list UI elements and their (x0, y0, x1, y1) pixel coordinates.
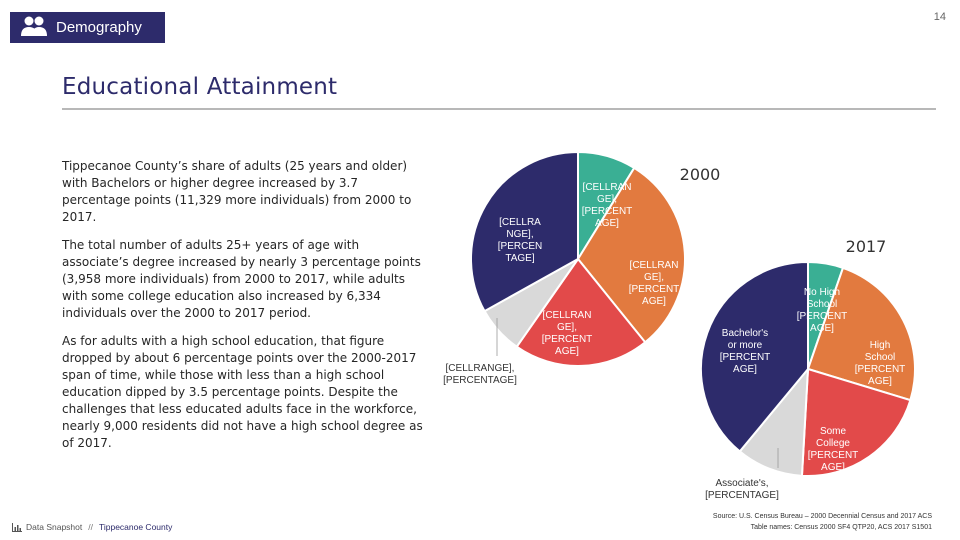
page-title: Educational Attainment (62, 74, 338, 100)
source-note: Source: U.S. Census Bureau – 2000 Decenn… (632, 511, 932, 533)
people-icon (21, 16, 47, 36)
paragraph: The total number of adults 25+ years of … (62, 238, 421, 320)
pie-slice (700, 260, 809, 453)
chart-title: 2000 (680, 165, 721, 184)
paragraph: Tippecanoe County’s share of adults (25 … (62, 159, 412, 224)
source-line: Source: U.S. Census Bureau – 2000 Decenn… (712, 513, 932, 520)
pie-data-label: [CELLRANGE],[PERCENTAGE] (443, 363, 517, 386)
pie-slice (515, 257, 647, 367)
bar-chart-icon (12, 522, 22, 532)
section-badge: Demography (10, 12, 165, 43)
pie-data-label: Associate's, [PERCENTAGE] (705, 478, 779, 501)
page-number: 14 (933, 11, 946, 23)
pie-data-label: No High School [PERCENT AGE] (797, 287, 848, 334)
pie-slice (800, 367, 912, 477)
footer-separator: // (88, 522, 93, 532)
footer-county: Tippecanoe County (98, 522, 173, 532)
footer-brand: Data Snapshot // Tippecanoe County (12, 522, 172, 532)
source-line: Table names: Census 2000 SF4 QTP20, ACS … (750, 524, 932, 531)
section-label: Demography (56, 19, 142, 36)
pie-slice (576, 166, 686, 344)
pie-data-label: High School [PERCENT AGE] (855, 340, 906, 387)
body-text: Tippecanoe County’s share of adults (25 … (62, 158, 424, 463)
pie-data-label: Some College [PERCENT AGE] (808, 426, 859, 473)
chart-title: 2017 (846, 237, 887, 256)
pie-slice (470, 150, 579, 313)
paragraph: As for adults with a high school educati… (62, 334, 423, 450)
pie-slice (806, 266, 916, 402)
title-divider (62, 108, 936, 110)
footer-title: Data Snapshot (26, 522, 83, 532)
pie-data-label: Bachelor's or more [PERCENT AGE] (720, 328, 771, 375)
